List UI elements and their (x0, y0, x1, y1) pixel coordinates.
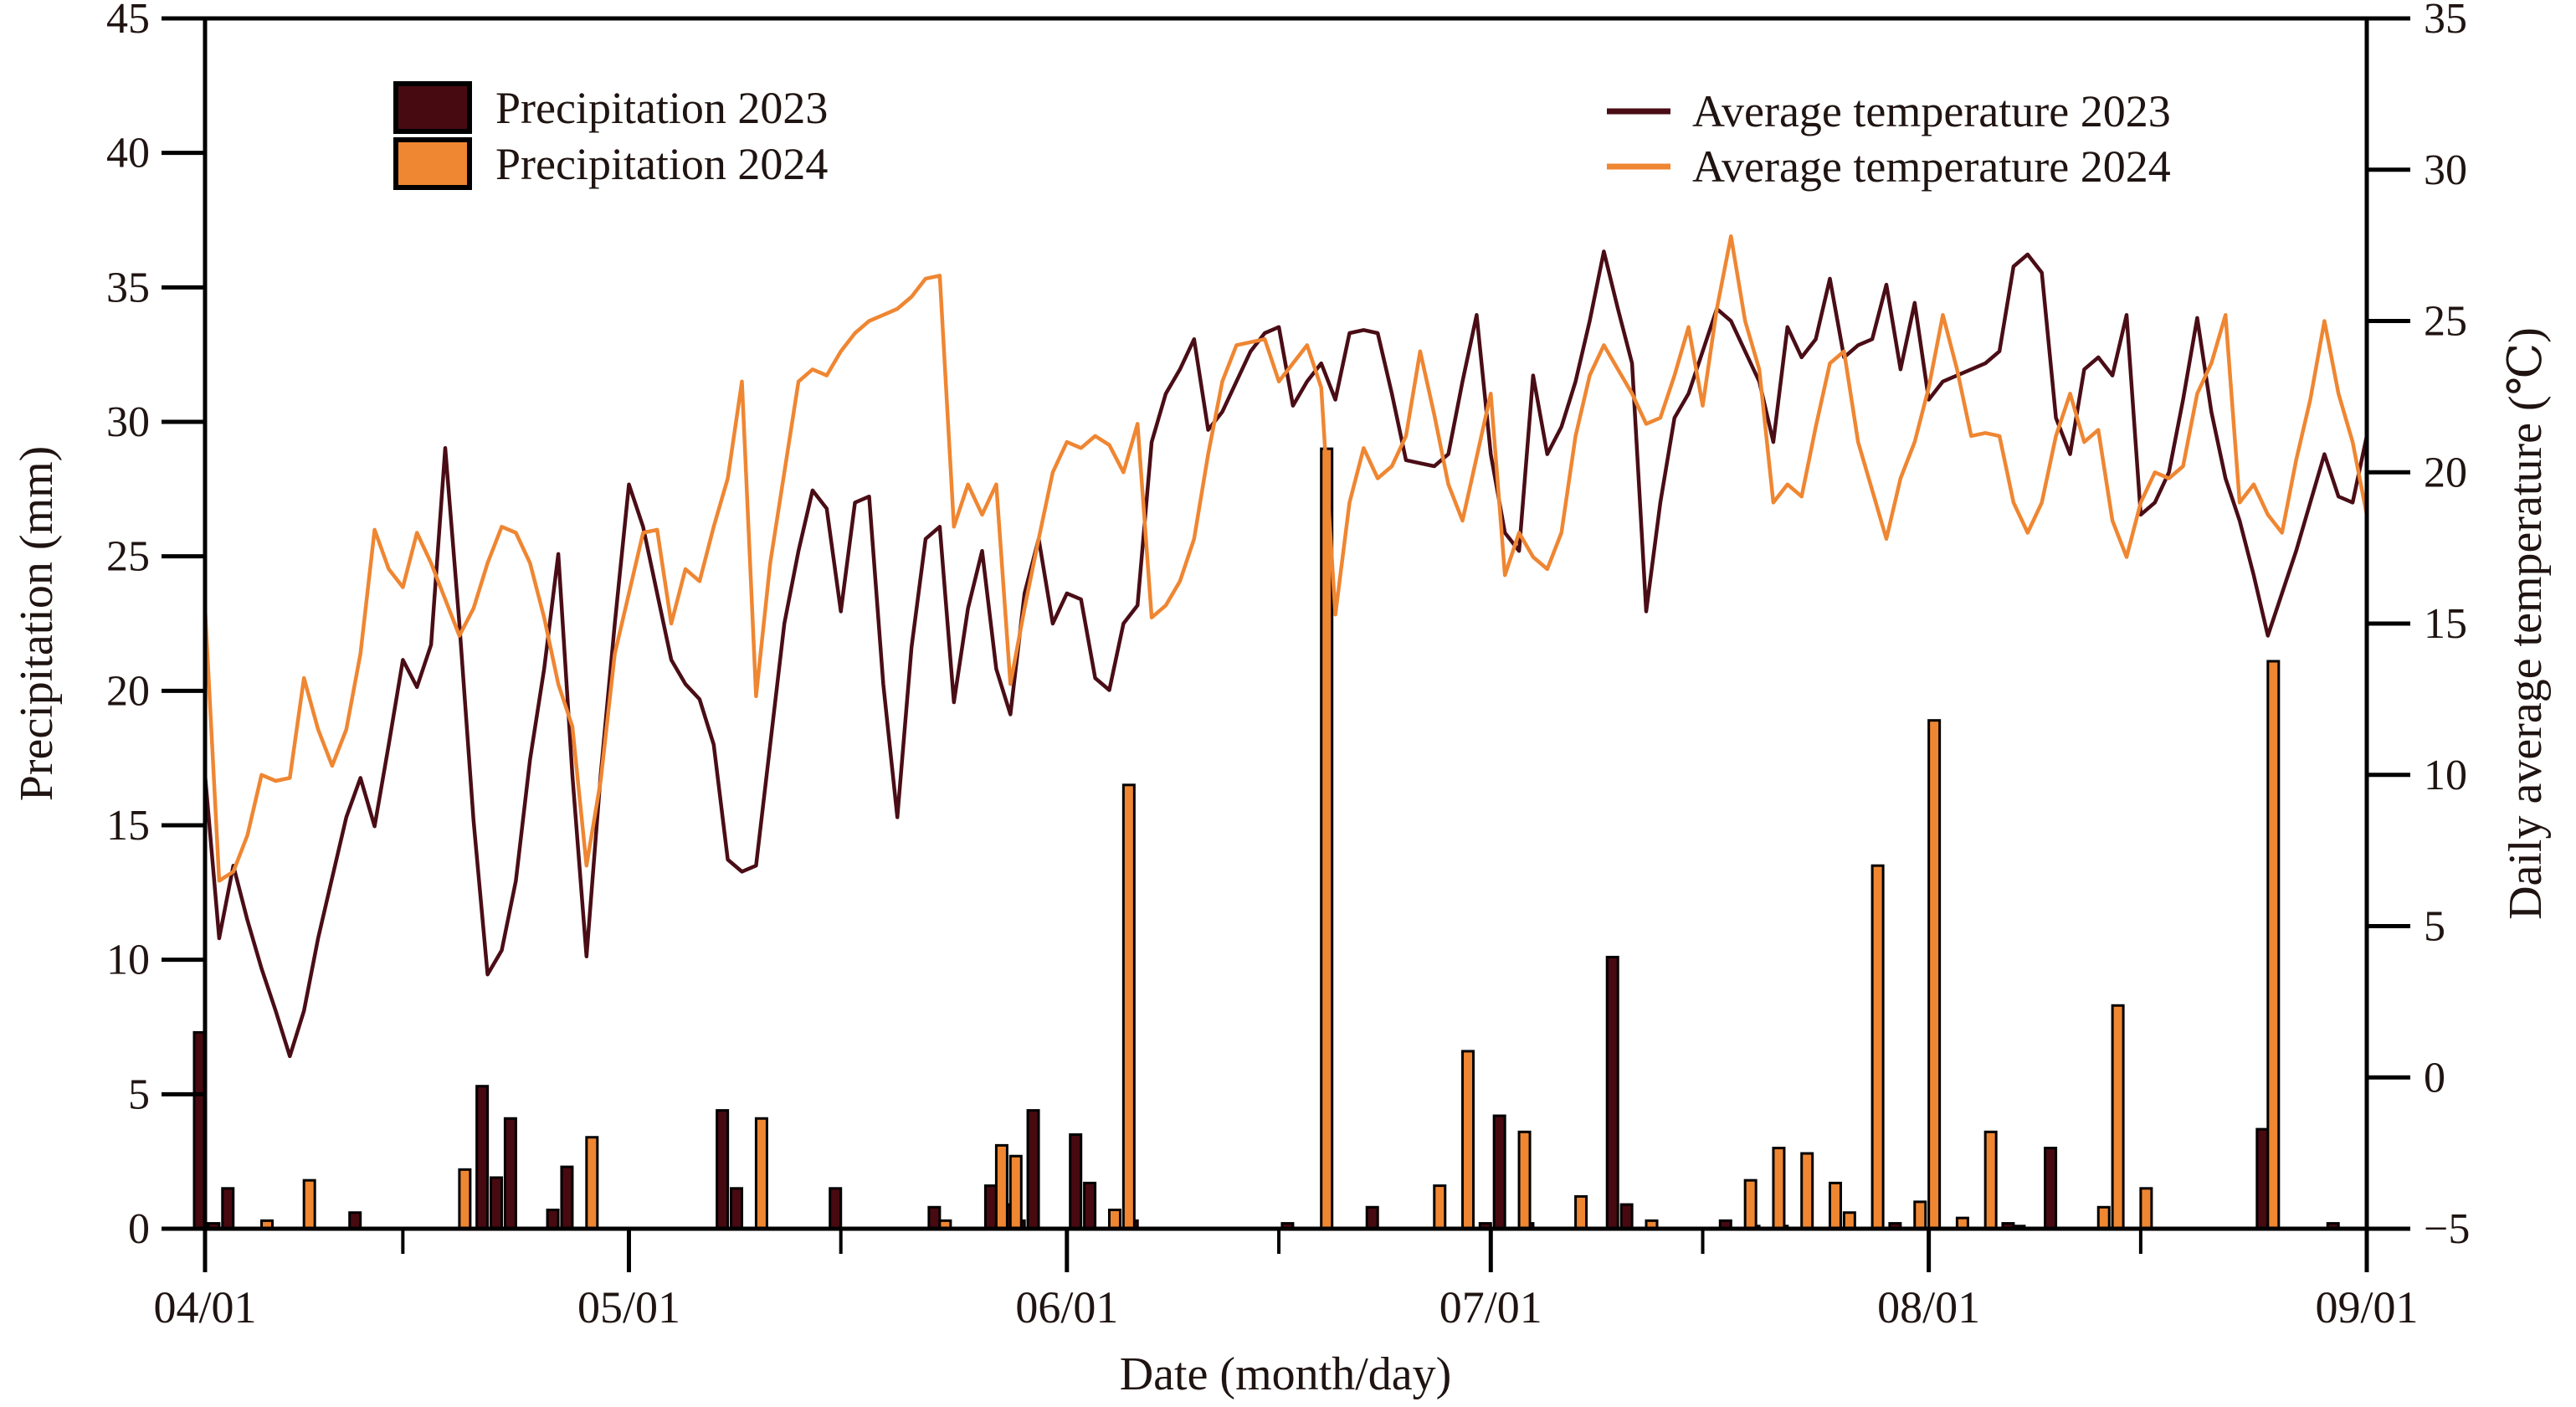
legend-label-temp-2023: Average temperature 2023 (1692, 86, 2171, 136)
precip-bar-precip2024-06-04 (1107, 1209, 1121, 1230)
right-axis-tick-label: 15 (2424, 600, 2467, 648)
precip-bar-precip2024-07-25 (1828, 1181, 1842, 1230)
precip-bar-precip2024-07-28 (1870, 864, 1885, 1230)
right-axis-tick-label: 30 (2424, 146, 2467, 194)
precip-bar-precip2023-08-25 (2255, 1127, 2270, 1230)
precip-bar-precip2023-05-27 (983, 1184, 998, 1230)
precip-bar-precip2024-08-14 (2111, 1004, 2125, 1230)
left-axis-tick-label: 30 (106, 398, 150, 446)
precip-bar-precip2023-07-02 (1492, 1114, 1506, 1230)
precip-bar-precip2024-06-27 (1433, 1184, 1447, 1230)
left-axis-tick-label: 20 (106, 667, 150, 715)
precip-bar-precip2023-06-23 (1365, 1205, 1379, 1230)
precip-bar-precip2023-08-10 (2044, 1147, 2058, 1230)
precip-bar-precip2023-07-11 (1619, 1203, 1634, 1230)
x-axis-tick-label: 05/01 (577, 1282, 680, 1333)
precip-bar-precip2024-07-23 (1800, 1152, 1814, 1230)
temperature-line-temp2024 (203, 234, 2369, 883)
temperature-lines-layer (203, 234, 2369, 1059)
precip-bar-precip2023-04-22 (490, 1176, 504, 1230)
precip-bar-precip2024-06-05 (1121, 783, 1136, 1230)
precip-bar-precip2024-04-19 (458, 1168, 472, 1230)
precip-bar-precip2023-04-23 (503, 1117, 517, 1230)
right-axis-tick-label: 5 (2424, 903, 2445, 951)
x-axis-tick-label: 07/01 (1439, 1282, 1542, 1333)
right-axis-title: Daily average temperature (℃) (2500, 327, 2552, 920)
right-axis-tick-label: 25 (2424, 298, 2467, 346)
legend-label-precip-2023: Precipitation 2023 (495, 83, 828, 133)
precip-bar-precip2024-07-21 (1772, 1147, 1786, 1230)
temperature-line-temp2023 (203, 249, 2369, 1059)
precip-bar-precip2024-08-16 (2139, 1187, 2153, 1230)
precip-bar-precip2024-08-13 (2096, 1205, 2111, 1230)
right-axis-tick-label: 0 (2424, 1054, 2445, 1101)
precip-bar-precip2023-07-10 (1605, 955, 1619, 1230)
precip-bar-precip2024-05-28 (1008, 1154, 1023, 1230)
precip-bar-precip2024-07-31 (1913, 1200, 1927, 1230)
left-axis-tick-label: 15 (106, 802, 150, 850)
precip-bar-precip2023-04-26 (546, 1209, 560, 1230)
legend-swatch-precip-2024 (393, 137, 472, 190)
left-axis-tick-label: 40 (106, 130, 150, 177)
precip-bar-precip2023-04-03 (221, 1187, 235, 1230)
precip-bar-precip2023-05-16 (829, 1187, 843, 1230)
precip-bar-precip2023-05-30 (1026, 1109, 1040, 1230)
x-axis-tick-label: 06/01 (1015, 1282, 1118, 1333)
precip-bar-precip2024-08-25 (2266, 660, 2281, 1230)
precip-bar-precip2024-08-05 (1983, 1130, 1998, 1230)
precip-bar-precip2023-06-02 (1069, 1133, 1083, 1230)
legend-temperature: Average temperature 2023 Average tempera… (1607, 86, 2171, 192)
precip-bar-precip2024-07-26 (1842, 1211, 1856, 1230)
precip-bar-precip2023-05-09 (730, 1187, 744, 1230)
left-axis-tick-label: 25 (106, 533, 150, 581)
left-axis-tick-label: 45 (106, 0, 150, 43)
left-axis-tick-label: 10 (106, 937, 150, 984)
precip-bar-precip2023-06-03 (1083, 1181, 1097, 1230)
precip-bar-precip2024-05-27 (994, 1143, 1008, 1230)
precip-bar-precip2024-06-29 (1461, 1050, 1475, 1230)
precip-bar-precip2024-07-03 (1517, 1130, 1532, 1230)
precip-bar-precip2024-07-19 (1743, 1178, 1758, 1230)
precipitation-bars-layer (192, 447, 2340, 1230)
left-axis-tick-label: 0 (128, 1205, 150, 1253)
precip-bar-precip2023-04-12 (348, 1211, 362, 1230)
legend-label-precip-2024: Precipitation 2024 (495, 139, 828, 189)
plot-frame (203, 16, 2369, 1231)
legend-label-temp-2024: Average temperature 2024 (1692, 141, 2171, 192)
x-axis-title: Date (month/day) (1120, 1348, 1452, 1400)
precip-bar-precip2024-08-01 (1927, 719, 1942, 1230)
right-axis-tick-label: 10 (2424, 752, 2467, 799)
legend-swatch-precip-2023 (393, 81, 472, 134)
precip-bar-precip2024-04-28 (585, 1136, 599, 1230)
precip-bar-precip2023-05-08 (716, 1109, 730, 1230)
left-axis-tick-label: 35 (106, 264, 150, 311)
precip-bar-precip2024-05-10 (754, 1117, 768, 1230)
x-axis-tick-label: 08/01 (1877, 1282, 1980, 1333)
right-axis-tick-label: 20 (2424, 449, 2467, 496)
left-axis-tick-label: 5 (128, 1071, 150, 1118)
x-axis-tick-label: 04/01 (153, 1282, 256, 1333)
precip-bar-precip2023-04-27 (560, 1165, 574, 1230)
precip-bar-precip2023-04-21 (475, 1085, 490, 1230)
left-axis-title: Precipitation (mm) (11, 446, 63, 802)
axis-ticks-layer: 0 5 10 15 20 25 30 35 40 45 −5 0 5 10 15 20 25 30 35 04/01 0… (106, 0, 2470, 1333)
legend-precipitation: Precipitation 2023 Precipitation 2024 (393, 81, 828, 190)
precip-bar-precip2023-05-23 (927, 1205, 942, 1230)
right-axis-tick-label: 35 (2424, 0, 2467, 43)
precip-bar-precip2024-04-08 (302, 1178, 316, 1230)
x-axis-tick-label: 09/01 (2315, 1282, 2418, 1333)
precip-bar-precip2024-07-07 (1574, 1194, 1588, 1230)
right-axis-tick-label: −5 (2424, 1205, 2470, 1253)
